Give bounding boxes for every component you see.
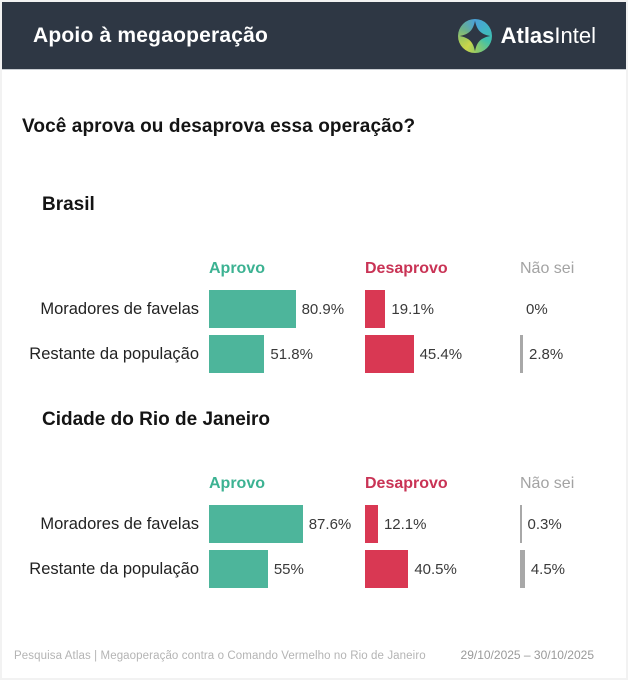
atlasintel-globe-icon xyxy=(457,18,492,53)
column-header-aprovo: Aprovo xyxy=(209,260,265,277)
approve-bar xyxy=(209,290,296,328)
disapprove-bar xyxy=(365,290,386,328)
column-header-desaprovo: Desaprovo xyxy=(365,475,448,492)
row-label: Moradores de favelas xyxy=(40,514,199,533)
unknown-bar xyxy=(520,550,525,588)
chart-row: Moradores de favelas 87.6% 12.1% 0.3% xyxy=(2,505,626,543)
bar-cell: 55% xyxy=(209,550,365,588)
wordmark-intel: Intel xyxy=(554,22,596,48)
unknown-bar xyxy=(520,335,523,373)
page-title: Apoio à megaoperação xyxy=(33,23,269,47)
unknown-value: 0% xyxy=(526,300,548,318)
date-range: 29/10/2025 – 30/10/2025 xyxy=(460,648,594,662)
approve-value: 51.8% xyxy=(270,345,313,363)
disapprove-value: 12.1% xyxy=(383,515,427,533)
bar-cell: 45.4% xyxy=(365,335,520,373)
chart-row: Restante da população 51.8% 45.4% 2.8% xyxy=(2,335,626,373)
chart-section: Brasil Aprovo Desaprovo Não sei Moradores de… xyxy=(2,194,626,373)
disapprove-bar xyxy=(365,550,409,588)
row-label: Restante da população xyxy=(29,559,199,578)
unknown-value: 4.5% xyxy=(530,560,566,578)
source-caption: Pesquisa Atlas | Megaoperação contra o C… xyxy=(14,650,426,662)
disapprove-value: 40.5% xyxy=(414,560,457,578)
approve-value: 55% xyxy=(273,560,304,578)
section-title: Brasil xyxy=(42,194,95,215)
bar-cell: 19.1% xyxy=(365,290,520,328)
wordmark-atlas: Atlas xyxy=(500,22,555,48)
row-label: Moradores de favelas xyxy=(40,299,199,318)
column-header-desaprovo: Desaprovo xyxy=(365,260,448,277)
bar-cell: 0% xyxy=(520,290,626,328)
question-title: Você aprova ou desaprova essa operação? xyxy=(22,116,416,137)
bar-cell: 51.8% xyxy=(209,335,365,373)
unknown-value: 0.3% xyxy=(527,515,562,533)
atlasintel-logo: AtlasIntel xyxy=(457,18,596,53)
bar-cell: 2.8% xyxy=(520,335,626,373)
column-header-aprovo: Aprovo xyxy=(209,475,265,492)
approve-bar xyxy=(209,550,268,588)
column-header-nao-sei: Não sei xyxy=(520,475,575,492)
bar-cell: 40.5% xyxy=(365,550,520,588)
bar-cell: 12.1% xyxy=(365,505,520,543)
disapprove-bar xyxy=(365,335,414,373)
unknown-bar xyxy=(520,505,522,543)
header-bar: Apoio à megaoperação AtlasIntel xyxy=(2,2,626,70)
row-label: Restante da população xyxy=(29,344,199,363)
chart-row: Moradores de favelas 80.9% 19.1% 0% xyxy=(2,290,626,328)
bar-cell: 80.9% xyxy=(209,290,365,328)
approve-value: 80.9% xyxy=(301,300,345,318)
column-headers-row: Aprovo Desaprovo Não sei xyxy=(209,475,626,493)
approve-value: 87.6% xyxy=(308,515,352,533)
chart-section: Cidade do Rio de Janeiro Aprovo Desaprovo N… xyxy=(2,409,626,588)
unknown-value: 2.8% xyxy=(528,345,564,363)
column-header-nao-sei: Não sei xyxy=(520,260,575,277)
column-headers-row: Aprovo Desaprovo Não sei xyxy=(209,260,626,278)
charts-container: Brasil Aprovo Desaprovo Não sei Moradores de… xyxy=(2,194,626,588)
bar-cell: 87.6% xyxy=(209,505,365,543)
chart-row: Restante da população 55% 40.5% 4.5% xyxy=(2,550,626,588)
disapprove-value: 19.1% xyxy=(391,300,434,318)
disapprove-value: 45.4% xyxy=(419,345,463,363)
bar-cell: 4.5% xyxy=(520,550,626,588)
disapprove-bar xyxy=(365,505,378,543)
approve-bar xyxy=(209,505,303,543)
bar-cell: 0.3% xyxy=(520,505,626,543)
footer: Pesquisa Atlas | Megaoperação contra o C… xyxy=(14,648,594,662)
atlasintel-wordmark: AtlasIntel xyxy=(500,22,596,48)
section-title: Cidade do Rio de Janeiro xyxy=(42,409,271,430)
approve-bar xyxy=(209,335,265,373)
